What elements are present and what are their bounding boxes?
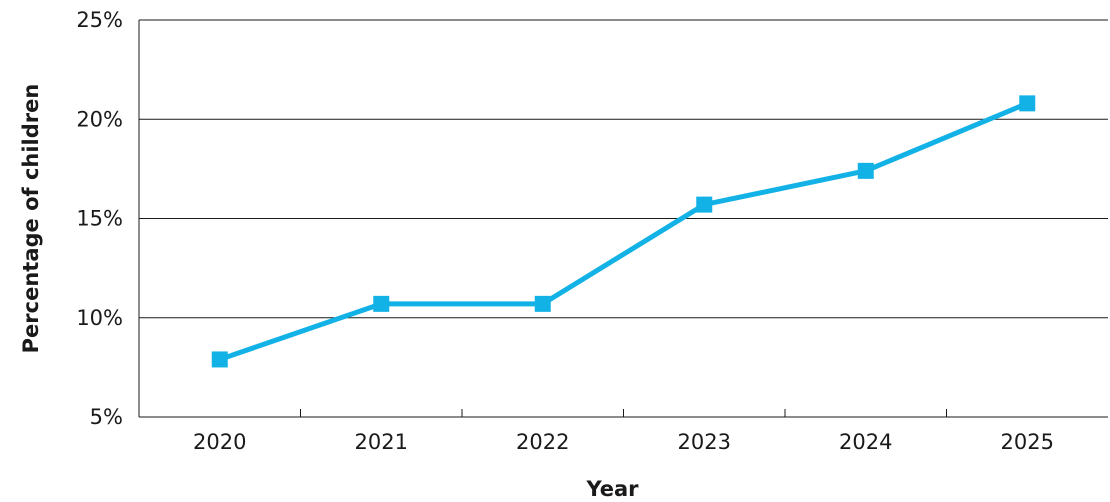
data-point-marker	[534, 295, 551, 312]
data-point-marker	[857, 162, 874, 179]
x-axis-ticks: 2020 2021 2022 2023 2024 2025	[193, 409, 1054, 454]
x-axis-title: Year	[585, 477, 639, 501]
series-line	[218, 101, 1029, 362]
series-layer	[211, 95, 1036, 368]
x-tick-label: 2020	[193, 430, 246, 454]
y-tick-label: 25%	[76, 8, 123, 32]
x-tick-label: 2022	[516, 430, 569, 454]
data-point-marker	[211, 351, 228, 368]
y-tick-label: 15%	[76, 207, 123, 231]
y-tick-label: 20%	[76, 107, 123, 131]
y-axis-ticks: 5% 10% 15% 20% 25%	[76, 8, 123, 429]
y-axis-title: Percentage of children	[19, 84, 43, 354]
y-tick-label: 5%	[90, 405, 123, 429]
x-tick-label: 2023	[678, 430, 731, 454]
x-tick-label: 2025	[1001, 430, 1054, 454]
data-point-marker	[373, 295, 390, 312]
data-point-marker	[1019, 95, 1036, 112]
data-point-marker	[696, 196, 713, 213]
x-tick-label: 2021	[355, 430, 408, 454]
gridlines	[139, 118, 1108, 319]
y-tick-label: 10%	[76, 306, 123, 330]
x-tick-label: 2024	[839, 430, 892, 454]
